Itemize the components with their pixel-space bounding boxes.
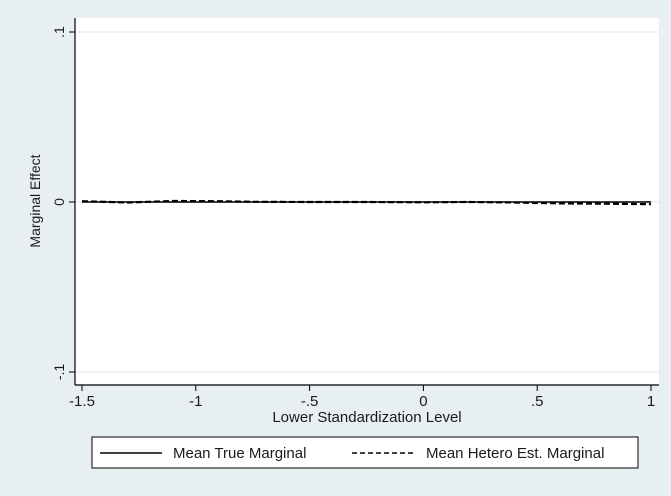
x-axis-label: Lower Standardization Level <box>272 409 461 426</box>
y-tick-label-0: -.1 <box>51 364 67 381</box>
y-tick-label-1: 0 <box>51 198 67 206</box>
x-tick-label-5: 1 <box>647 393 655 410</box>
x-tick-label-2: -.5 <box>301 393 319 410</box>
series-line-2 <box>81 199 652 206</box>
series-lines <box>81 199 652 206</box>
x-tick-label-4: .5 <box>531 393 544 410</box>
y-tick-label-2: .1 <box>51 26 67 38</box>
x-tick-label-1: -1 <box>189 393 202 410</box>
legend-label-series-2: Mean Hetero Est. Marginal <box>426 445 604 462</box>
x-tick-label-0: -1.5 <box>69 393 95 410</box>
axes: -1.5 -1 -.5 0 .5 1 -.1 0 .1 <box>51 18 659 410</box>
legend: Mean True Marginal Mean Hetero Est. Marg… <box>91 436 639 469</box>
legend-label-series-1: Mean True Marginal <box>173 445 306 462</box>
y-axis-label: Marginal Effect <box>27 154 43 247</box>
x-tick-label-3: 0 <box>419 393 427 410</box>
